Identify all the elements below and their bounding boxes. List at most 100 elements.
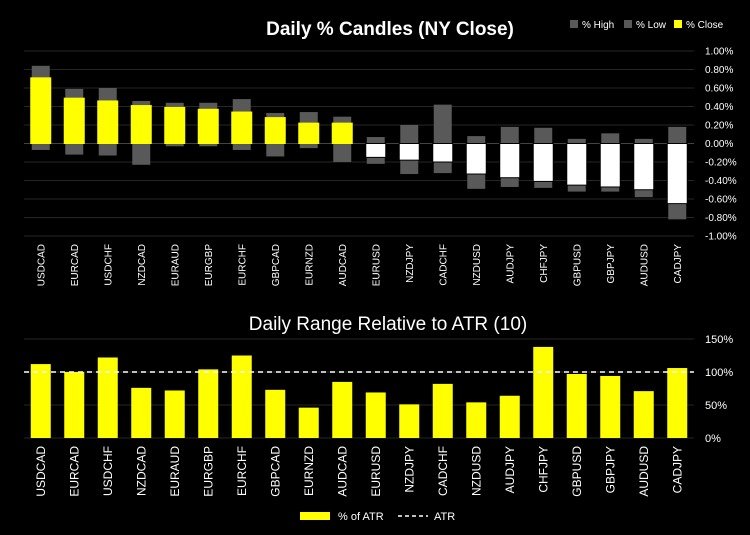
candles-x-tick-label: EURUSD xyxy=(371,244,382,286)
candles-y-tick-label: -0.60% xyxy=(705,195,737,206)
atr-bar-nzdjpy xyxy=(399,404,420,438)
candles-x-tick-label: USDCAD xyxy=(36,244,47,286)
atr-bar-eurnzd xyxy=(298,407,319,438)
atr-legend: % of ATR ATR xyxy=(300,511,455,523)
candles-y-tick-label: 0.00% xyxy=(705,139,733,150)
candle-close-bar-usdcad xyxy=(30,77,52,144)
atr-x-tick-label: GBPUSD xyxy=(570,446,584,497)
atr-bar-usdchf xyxy=(97,357,118,438)
atr-x-tick-label: CADCHF xyxy=(436,446,450,496)
atr-bars xyxy=(30,346,688,438)
legend-label-atr: ATR xyxy=(434,511,455,523)
legend-swatch-high xyxy=(570,20,578,28)
candles-y-tick-label: -0.20% xyxy=(705,158,737,169)
atr-bar-eurchf xyxy=(231,355,252,438)
candles-x-axis: USDCAD EURCAD USDCHF NZDCAD EURAUD EURGBP EURC… xyxy=(36,244,684,287)
candle-close-bar-eurusd xyxy=(365,143,387,158)
atr-bar-audjpy xyxy=(499,395,520,438)
candle-close-bar-nzdcad xyxy=(130,105,152,144)
candles-x-tick-label: GBPUSD xyxy=(572,244,583,286)
atr-x-tick-label: AUDJPY xyxy=(503,446,517,493)
atr-y-tick-label: 0% xyxy=(705,433,721,445)
candles-x-tick-label: EURGBP xyxy=(204,244,215,287)
candles-y-tick-label: 0.60% xyxy=(705,84,733,95)
candles-legend: % High % Low % Close xyxy=(570,20,724,31)
candle-close-bar-cadchf xyxy=(432,143,454,163)
atr-bar-gbpusd xyxy=(566,373,587,438)
atr-bar-gbpcad xyxy=(265,389,286,438)
candles-chart-title: Daily % Candles (NY Close) xyxy=(266,19,514,40)
candles-y-tick-label: -0.80% xyxy=(705,213,737,224)
candles-y-tick-label: -0.40% xyxy=(705,176,737,187)
candles-y-tick-label: 1.00% xyxy=(705,47,733,58)
candles-x-tick-label: AUDJPY xyxy=(505,244,516,284)
candles-x-tick-label: AUDCAD xyxy=(338,244,349,286)
candles-x-tick-label: CHFJPY xyxy=(539,244,550,283)
candle-close-bar-gbpcad xyxy=(264,117,286,144)
daily-candles-chart: Daily % Candles (NY Close) % High % Low … xyxy=(24,19,737,286)
atr-y-tick-label: 150% xyxy=(705,334,733,346)
atr-x-tick-label: GBPCAD xyxy=(268,446,282,497)
candle-close-bar-gbpusd xyxy=(566,143,588,186)
candle-close-bar-chfjpy xyxy=(532,143,554,182)
candles-x-tick-label: EURAUD xyxy=(170,244,181,286)
atr-y-tick-label: 50% xyxy=(705,400,727,412)
legend-label-low: % Low xyxy=(636,20,667,31)
atr-x-tick-label: AUDUSD xyxy=(637,446,651,497)
legend-label-pct-atr: % of ATR xyxy=(338,511,384,523)
candles-x-tick-label: NZDJPY xyxy=(405,244,416,283)
atr-y-axis: 150% 100% 50% 0% xyxy=(705,334,733,445)
atr-x-tick-label: NZDCAD xyxy=(134,446,148,496)
candles-x-tick-label: NZDCAD xyxy=(137,244,148,286)
candles-y-tick-label: 0.80% xyxy=(705,65,733,76)
atr-bar-cadjpy xyxy=(667,368,688,438)
candles-x-tick-label: NZDUSD xyxy=(472,244,483,286)
atr-bar-usdcad xyxy=(30,364,51,438)
candles-x-tick-label: EURCHF xyxy=(237,244,248,286)
candles-x-tick-label: CADJPY xyxy=(673,244,684,284)
candle-close-bar-eurnzd xyxy=(298,122,320,145)
atr-x-tick-label: NZDUSD xyxy=(469,446,483,496)
atr-bar-nzdcad xyxy=(131,387,152,438)
candle-close-bar-gbpjpy xyxy=(599,143,621,188)
candles-x-tick-label: EURNZD xyxy=(304,244,315,286)
candle-close-bar-audcad xyxy=(331,122,353,145)
atr-y-tick-label: 100% xyxy=(705,367,733,379)
atr-x-tick-label: USDCHF xyxy=(101,446,115,496)
atr-x-tick-label: AUDCAD xyxy=(335,446,349,497)
legend-swatch-low xyxy=(624,20,632,28)
atr-x-tick-label: GBPJPY xyxy=(603,446,617,493)
legend-label-high: % High xyxy=(582,20,614,31)
atr-bar-cadchf xyxy=(432,383,453,438)
atr-bar-eurcad xyxy=(64,372,85,438)
atr-x-tick-label: NZDJPY xyxy=(402,446,416,493)
atr-x-tick-label: EURCAD xyxy=(67,446,81,497)
atr-bar-eurgbp xyxy=(198,369,219,438)
atr-bar-chfjpy xyxy=(533,346,554,438)
atr-x-tick-label: EURNZD xyxy=(302,446,316,496)
candles-y-axis: 1.00% 0.80% 0.60% 0.40% 0.20% 0.00% -0.20% -0.4… xyxy=(705,47,737,243)
atr-x-tick-label: EURAUD xyxy=(168,446,182,497)
candles-x-tick-label: USDCHF xyxy=(103,244,114,286)
candles-y-tick-label: 0.20% xyxy=(705,121,733,132)
candles-y-tick-label: -1.00% xyxy=(705,232,737,243)
candles-x-tick-label: GBPCAD xyxy=(271,244,282,286)
atr-bar-audusd xyxy=(633,391,654,438)
candle-close-bar-eurcad xyxy=(63,97,85,145)
legend-swatch-pct-atr xyxy=(300,512,330,520)
candles-x-tick-label: GBPJPY xyxy=(606,244,617,284)
candle-range-cadchf xyxy=(433,104,452,174)
atr-x-tick-label: CADJPY xyxy=(670,446,684,493)
atr-x-tick-label: EURGBP xyxy=(201,446,215,497)
candle-close-bar-euraud xyxy=(164,106,186,145)
candle-close-bar-cadjpy xyxy=(666,143,688,205)
candles-x-tick-label: CADCHF xyxy=(438,244,449,286)
legend-swatch-close xyxy=(674,20,682,28)
atr-range-chart: Daily Range Relative to ATR (10) 150% 100… xyxy=(24,314,733,523)
atr-bar-nzdusd xyxy=(466,402,487,438)
candle-close-bar-usdchf xyxy=(97,100,119,144)
atr-chart-title: Daily Range Relative to ATR (10) xyxy=(249,314,527,335)
atr-x-axis: USDCAD EURCAD USDCHF NZDCAD EURAUD EURGBP EURC… xyxy=(34,446,685,497)
atr-x-tick-label: CHFJPY xyxy=(536,446,550,493)
